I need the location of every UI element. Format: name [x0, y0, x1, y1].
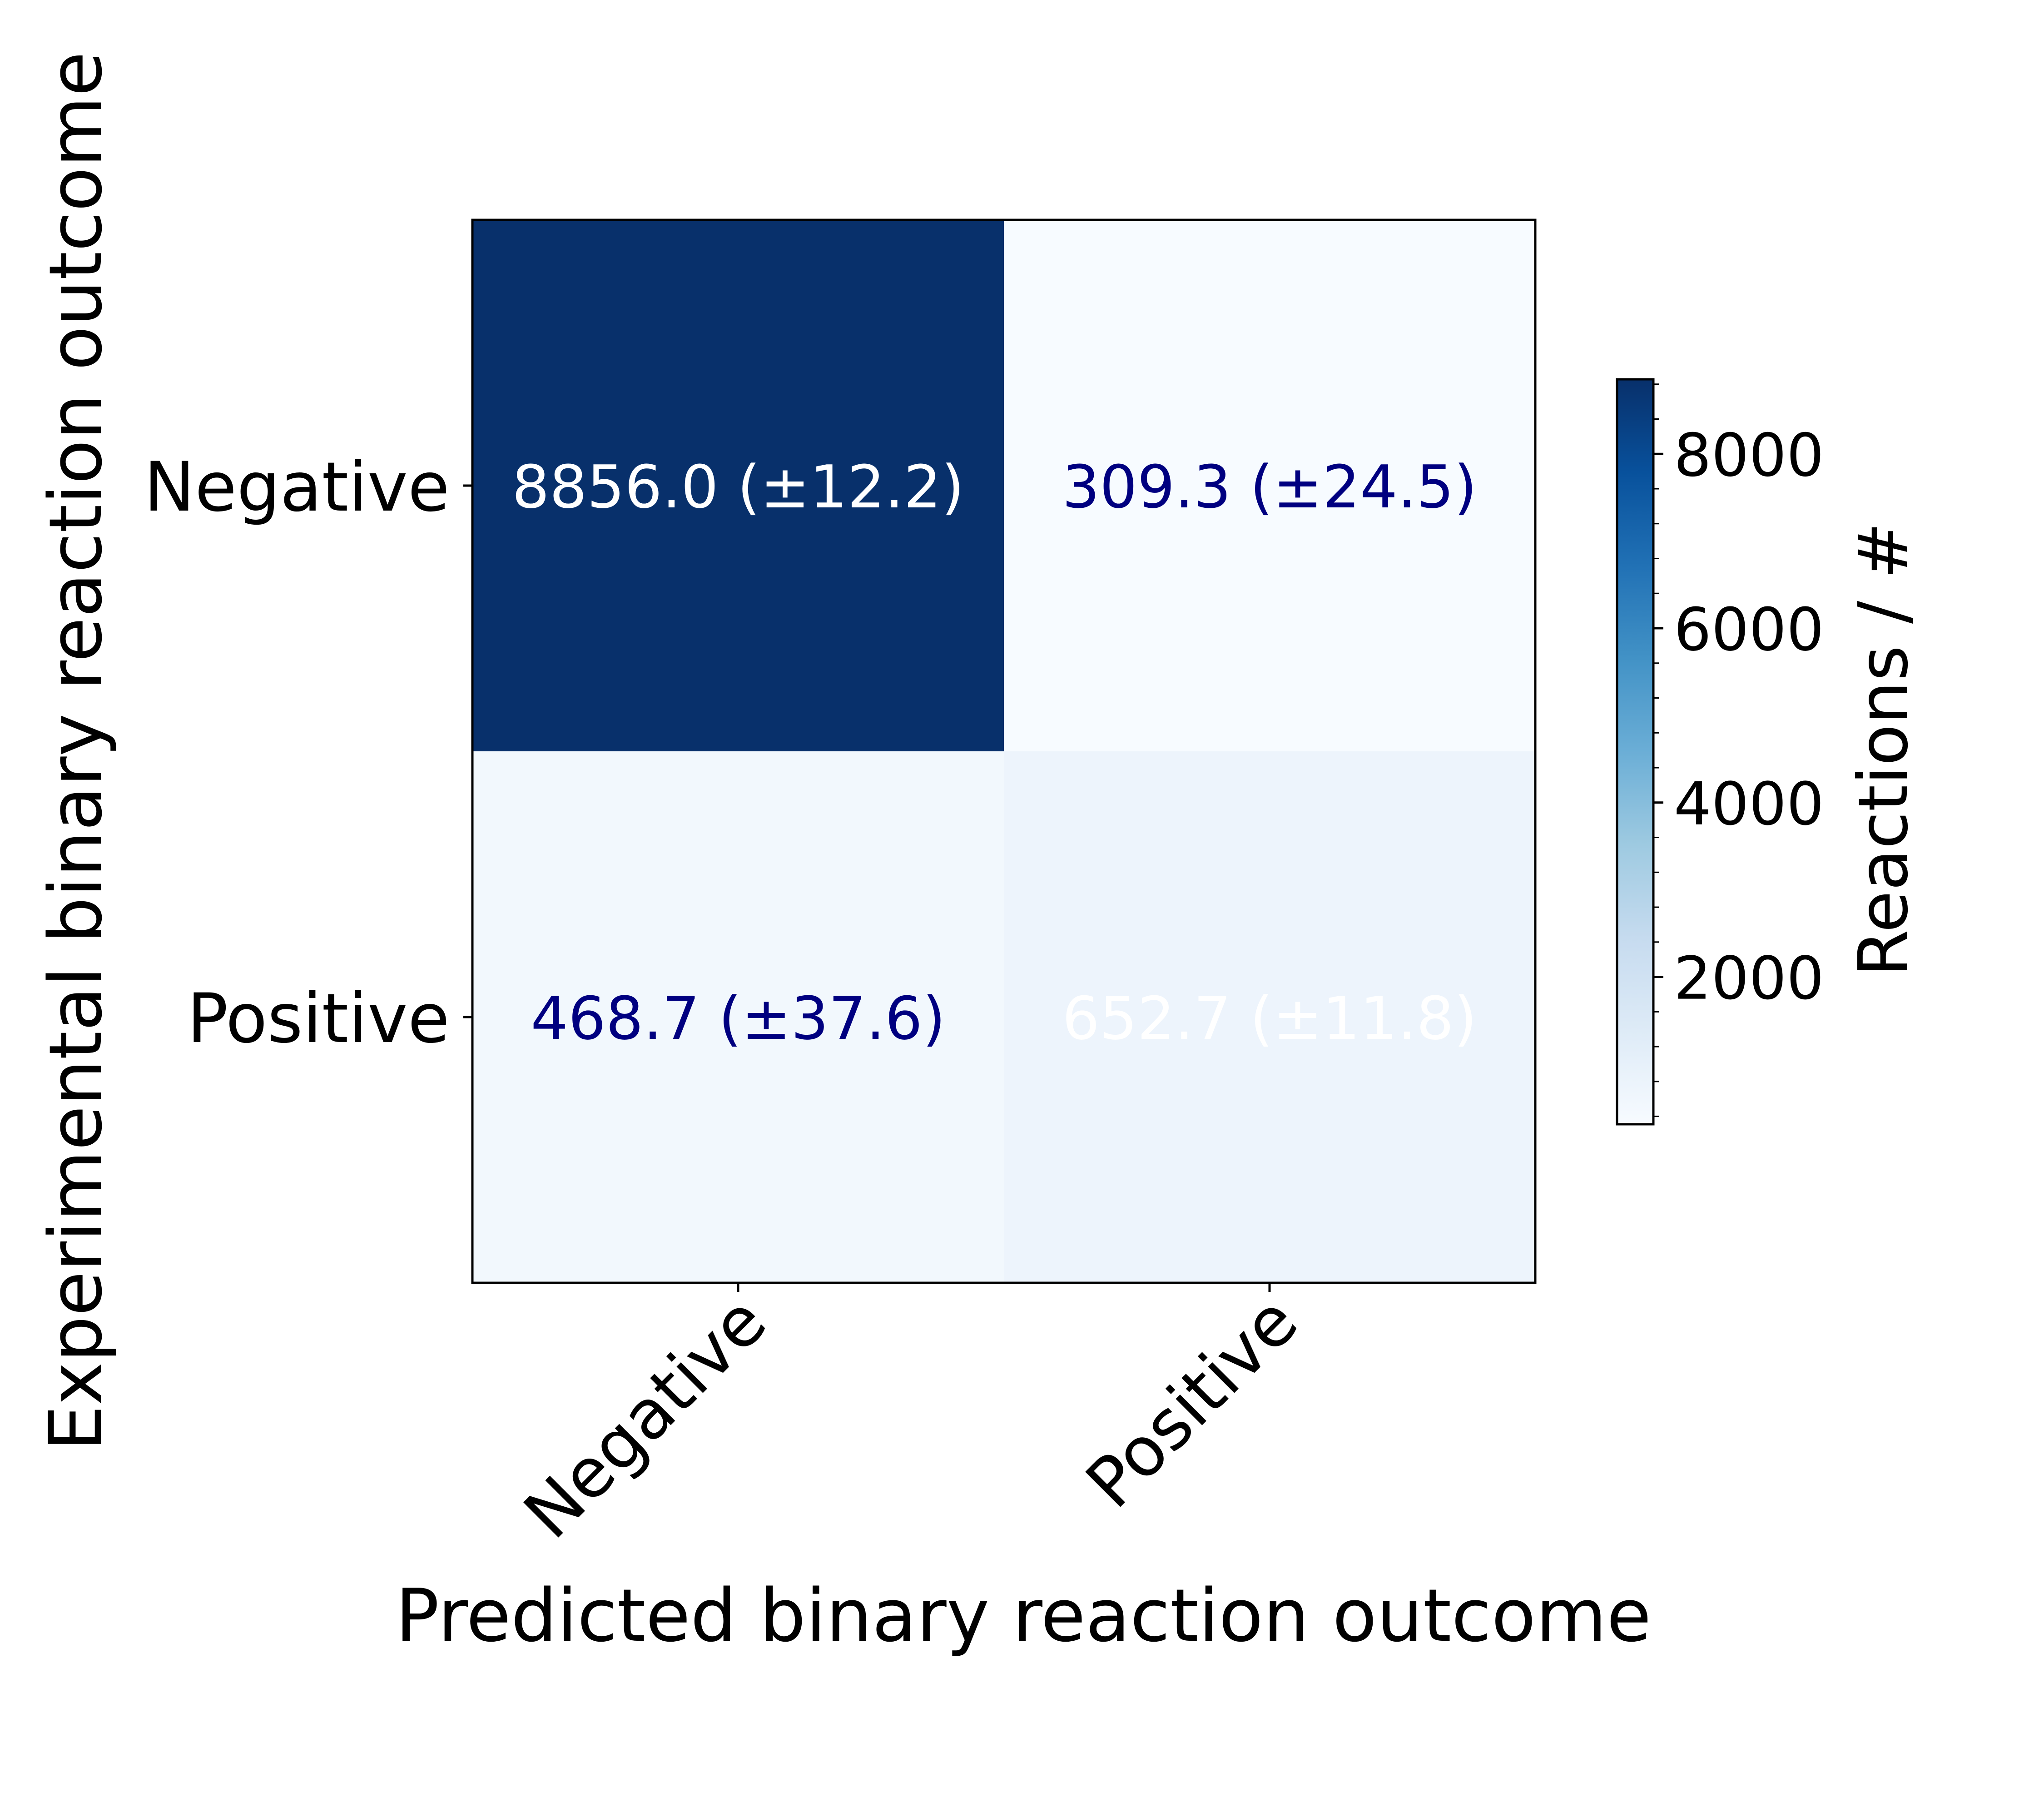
- colorbar-tick-label-1: 4000: [1674, 769, 1824, 839]
- colorbar-ticks: 2000 4000 6000 8000: [1653, 383, 1824, 1117]
- cell-label-2: 468.7 (±37.6): [531, 984, 945, 1053]
- y-tick-label-1: Positive: [187, 979, 450, 1058]
- colorbar-tick-label-3: 8000: [1674, 421, 1824, 490]
- colorbar: 2000 4000 6000 8000 Reactions / #: [1616, 378, 1923, 1126]
- heatmap-cell-2: [472, 751, 1004, 1283]
- cell-label-0: 8856.0 (±12.2): [512, 452, 964, 521]
- x-tick-label-1: Positive: [1072, 1281, 1313, 1523]
- heatmap-cells: [472, 220, 1535, 1283]
- x-tick-label-0: Negative: [509, 1281, 781, 1554]
- heatmap-cell-1: [1004, 220, 1535, 751]
- x-axis-label: Predicted binary reaction outcome: [396, 1573, 1652, 1658]
- cell-label-3: 652.7 (±11.8): [1062, 984, 1477, 1053]
- colorbar-gradient: [1616, 378, 1655, 1126]
- y-tick-label-0: Negative: [144, 448, 450, 527]
- y-axis-label: Experimental binary reaction outcome: [33, 52, 118, 1451]
- colorbar-label: Reactions / #: [1844, 522, 1923, 977]
- colorbar-tick-label-0: 2000: [1674, 944, 1824, 1013]
- colorbar-tick-label-2: 6000: [1674, 595, 1824, 664]
- cell-value-labels: 8856.0 (±12.2) 309.3 (±24.5) 468.7 (±37.6)…: [512, 452, 1477, 1053]
- cell-label-1: 309.3 (±24.5): [1062, 452, 1477, 521]
- heatmap-cell-3: [1004, 751, 1535, 1283]
- plot-frame: [471, 218, 1537, 1284]
- heatmap-cell-0: [472, 220, 1004, 751]
